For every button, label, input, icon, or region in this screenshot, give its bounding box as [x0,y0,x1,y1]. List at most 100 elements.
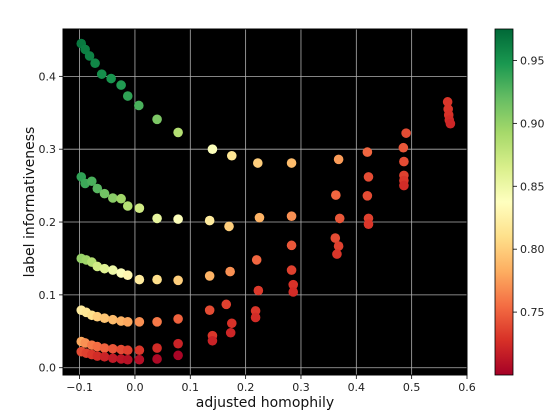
scatter-point [363,219,374,230]
colorbar-tick-label: 0.90 [520,117,545,130]
scatter-point [99,263,110,274]
scatter-point [152,114,162,125]
scatter-point [122,270,133,281]
scatter-point [363,172,374,182]
scatter-point [116,193,126,204]
x-axis-ticks: −0.1 0.0 0.1 0.2 0.3 0.4 0.5 0.6 [66,375,476,394]
scatter-point [333,154,344,165]
scatter-point [99,313,110,323]
scatter-point [331,190,341,200]
x-axis-label: adjusted homophily [196,395,334,411]
scatter-point [333,241,344,251]
scatter-point [253,285,264,296]
scatter-point [401,128,411,138]
scatter-point [254,212,265,223]
scatter-point [286,265,297,275]
colorbar-tick-label: 0.80 [520,243,545,256]
scatter-point [152,343,162,353]
scatter-point [122,354,133,365]
scatter-point [108,193,118,203]
scatter-point [224,221,234,232]
scatter-point [152,274,162,285]
colorbar-tick-label: 0.85 [520,180,545,193]
scatter-point [362,147,373,157]
scatter-point [173,275,183,286]
scatter-point [152,213,162,224]
scatter-point [445,118,456,129]
scatter-point [288,279,299,290]
scatter-point [134,203,145,213]
scatter-point [399,156,409,167]
scatter-point [362,191,373,201]
scatter-point [225,327,236,338]
y-axis-label: label informativeness [22,127,38,278]
scatter-point [84,51,95,61]
scatter-point [204,215,215,226]
colorbar [494,28,514,376]
scatter-point [207,335,218,346]
scatter-point [173,314,183,324]
scatter-point [116,80,126,90]
x-tick-label: 0.1 [182,381,200,394]
scatter-point [92,351,103,361]
scatter-point [92,183,103,194]
y-tick-label: 0.3 [39,143,57,156]
x-tick-label: 0.0 [126,381,144,394]
scatter-point [99,351,110,362]
scatter-point [108,265,118,275]
scatter-point [173,338,183,349]
scatter-point [250,312,261,323]
scatter-point [204,271,215,281]
scatter-point [288,287,299,297]
scatter-point [122,201,133,211]
scatter-point [173,127,183,138]
scatter-point [90,58,100,69]
scatter-point [152,317,162,327]
scatter-point [251,255,262,265]
x-tick-label: 0.6 [458,381,476,394]
scatter-point [334,213,345,224]
y-axis-ticks: 0.0 0.1 0.2 0.3 0.4 [39,70,63,375]
scatter-points [76,38,456,365]
scatter-point [134,345,145,356]
plot-frame [62,28,468,376]
scatter-point [86,176,97,187]
scatter-point [96,69,107,79]
scatter-point [442,97,453,107]
scatter-point [221,299,232,310]
scatter-point [332,249,342,259]
scatter-point [134,274,145,285]
y-tick-label: 0.2 [39,216,57,229]
x-tick-label: −0.1 [66,381,93,394]
colorbar-tick-label: 0.95 [520,54,545,67]
colorbar-tick-label: 0.75 [520,306,545,319]
x-tick-label: 0.5 [403,381,421,394]
scatter-point [134,100,144,111]
y-tick-label: 0.0 [39,362,57,375]
scatter-point [92,341,103,352]
scatter-point [399,180,409,191]
scatter-point [204,305,215,315]
scatter-point [226,150,237,161]
y-tick-label: 0.4 [39,70,57,83]
scatter-point [108,343,118,354]
scatter-point [173,350,183,361]
scatter-point [286,240,297,251]
x-tick-label: 0.3 [292,381,310,394]
scatter-point [286,158,297,168]
scatter-point [173,214,183,224]
scatter-point [253,158,263,168]
scatter-point [134,354,145,365]
scatter-point [99,188,110,199]
scatter-point [330,233,341,243]
x-tick-label: 0.4 [348,381,366,394]
scatter-point [106,73,116,84]
scatter-point [398,142,409,153]
scatter-point [286,211,297,222]
scatter-point [99,343,110,353]
y-tick-label: 0.1 [39,289,57,302]
scatter-point [207,144,218,154]
scatter-point [226,318,237,329]
x-tick-label: 0.2 [237,381,255,394]
